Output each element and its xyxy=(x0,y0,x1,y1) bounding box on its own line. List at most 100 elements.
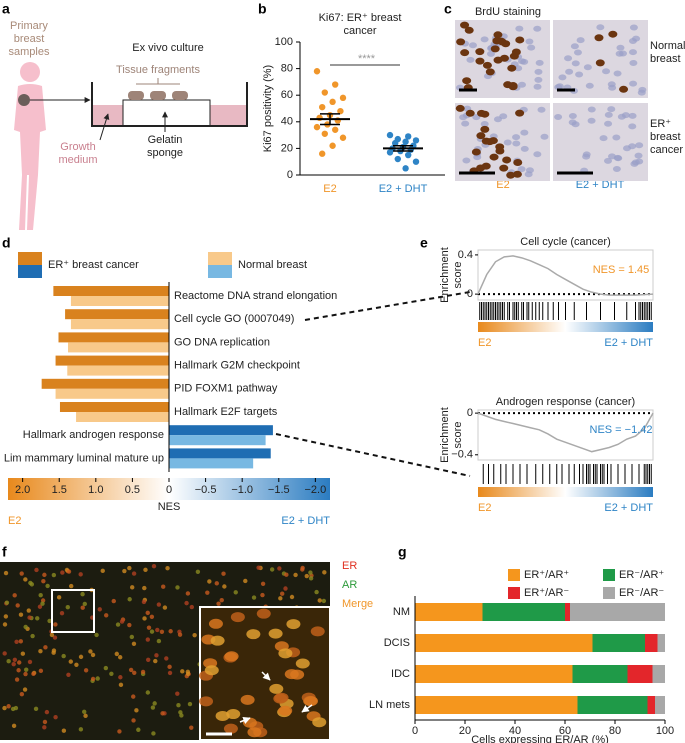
cell xyxy=(61,728,67,733)
cell xyxy=(35,616,40,621)
cell xyxy=(143,567,148,573)
cell xyxy=(90,676,96,682)
cell xyxy=(88,649,93,654)
category-label: Lim mammary luminal mature up xyxy=(4,452,164,464)
channel-label: ER xyxy=(342,560,357,572)
cell xyxy=(118,682,124,688)
cell xyxy=(156,602,162,607)
nucleus xyxy=(629,24,638,31)
data-point xyxy=(313,68,321,75)
medium-label-text: Growth medium xyxy=(58,141,98,166)
cell xyxy=(312,717,327,728)
cell xyxy=(44,709,50,715)
cell xyxy=(80,605,85,610)
cell xyxy=(56,595,62,600)
panel-label: c xyxy=(444,1,452,17)
cell xyxy=(284,572,289,577)
x-tick-label: 60 xyxy=(559,725,571,737)
cell xyxy=(4,600,10,605)
data-point xyxy=(402,165,409,172)
cell xyxy=(199,696,214,707)
cell xyxy=(177,632,183,637)
cell xyxy=(82,709,87,714)
bar-segment xyxy=(647,696,655,714)
cell xyxy=(103,665,109,671)
nucleus xyxy=(485,68,495,76)
cell xyxy=(59,611,65,616)
plot-frame xyxy=(477,409,654,461)
nucleus xyxy=(628,123,637,130)
data-point xyxy=(392,139,399,147)
legend-label: Normal breast xyxy=(238,259,307,271)
cell xyxy=(53,714,58,720)
nucleus xyxy=(608,30,618,38)
cell xyxy=(134,708,139,713)
cell xyxy=(145,610,150,616)
category-label: NM xyxy=(393,606,410,618)
nucleus xyxy=(503,139,512,146)
cell xyxy=(45,583,50,589)
nucleus xyxy=(634,152,643,159)
cell xyxy=(283,586,288,591)
cell xyxy=(269,683,284,694)
cell xyxy=(15,603,20,608)
cell xyxy=(111,598,116,604)
nucleus xyxy=(461,120,470,127)
cell xyxy=(175,691,180,696)
x-tick-label: 20 xyxy=(459,725,471,737)
nucleus xyxy=(595,59,605,67)
cell xyxy=(303,696,318,707)
cell xyxy=(11,661,16,667)
cell xyxy=(40,601,45,606)
data-point xyxy=(313,123,321,131)
category-label: Hallmark androgen response xyxy=(23,429,164,441)
chart-title: Cell cycle (cancer) xyxy=(520,236,610,248)
bar xyxy=(169,458,254,469)
bar-segment xyxy=(592,634,645,652)
nucleus xyxy=(533,83,542,90)
y-tick-label: −0.4 xyxy=(451,449,473,461)
bar xyxy=(55,388,170,399)
panel-title: BrdU staining xyxy=(475,6,541,18)
bar xyxy=(70,296,169,306)
nucleus xyxy=(464,26,474,34)
cell xyxy=(136,727,141,732)
cell xyxy=(24,667,29,672)
cell xyxy=(37,604,43,609)
x-end-label: E2 xyxy=(8,515,21,527)
cell xyxy=(161,584,166,589)
nucleus xyxy=(520,58,529,65)
cell xyxy=(187,701,193,707)
bracket xyxy=(136,78,180,85)
cell xyxy=(78,654,84,660)
x-tick-label: 100 xyxy=(656,725,674,737)
bar xyxy=(59,402,169,412)
cell xyxy=(216,601,221,606)
nucleus xyxy=(534,68,543,75)
cell xyxy=(192,632,197,638)
cell xyxy=(256,608,271,619)
cell xyxy=(117,729,122,734)
cell xyxy=(226,709,241,720)
cell xyxy=(304,573,309,579)
cell xyxy=(151,731,156,736)
category-label: Cell cycle GO (0007049) xyxy=(174,313,294,325)
cell xyxy=(83,713,88,719)
nucleus xyxy=(480,125,490,133)
cell xyxy=(149,614,155,620)
cell xyxy=(49,632,55,638)
nucleus xyxy=(525,38,534,45)
bar xyxy=(169,448,271,459)
cell xyxy=(16,668,21,673)
nucleus xyxy=(468,42,477,49)
nucleus xyxy=(456,38,466,46)
cell xyxy=(131,571,137,576)
cell xyxy=(14,677,20,682)
es-line xyxy=(477,412,654,453)
sponge-label-text: Gelatin sponge xyxy=(146,134,184,159)
x-tick-label: 0 xyxy=(412,725,418,737)
cell xyxy=(317,598,322,603)
x-tick-label: 2.0 xyxy=(15,484,30,496)
fragments-label: Tissue fragments xyxy=(116,64,200,76)
